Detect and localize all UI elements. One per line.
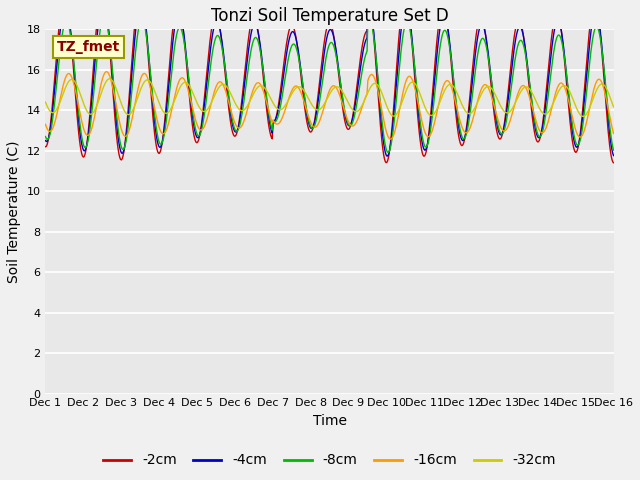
Line: -8cm: -8cm <box>45 16 614 152</box>
-8cm <box>111 96 119 102</box>
-16cm <box>52 116 60 122</box>
-4cm <box>111 103 119 109</box>
-16cm <box>102 69 110 74</box>
-32cm <box>416 91 424 96</box>
-32cm <box>199 108 207 114</box>
-8cm <box>385 149 392 155</box>
-4cm <box>42 138 49 144</box>
-16cm <box>417 113 424 119</box>
-2cm <box>42 144 49 150</box>
Line: -32cm: -32cm <box>45 79 614 116</box>
Line: -2cm: -2cm <box>45 0 614 163</box>
-8cm <box>199 122 207 128</box>
-8cm <box>169 59 177 65</box>
-16cm <box>401 84 408 90</box>
Line: -4cm: -4cm <box>45 0 614 156</box>
-2cm <box>416 136 424 142</box>
-16cm <box>387 136 395 142</box>
-32cm <box>52 108 60 114</box>
-32cm <box>399 95 407 101</box>
-2cm <box>111 116 119 122</box>
-4cm <box>401 6 408 12</box>
-8cm <box>52 89 60 95</box>
-2cm <box>169 26 177 32</box>
-16cm <box>169 102 177 108</box>
-2cm <box>610 160 618 166</box>
Text: TZ_fmet: TZ_fmet <box>57 40 120 54</box>
-32cm <box>169 102 177 108</box>
-2cm <box>399 0 407 2</box>
-4cm <box>384 153 392 159</box>
-8cm <box>401 26 408 32</box>
-32cm <box>106 76 113 82</box>
-16cm <box>42 121 49 127</box>
-32cm <box>42 99 49 105</box>
-8cm <box>42 133 49 139</box>
-8cm <box>100 13 108 19</box>
Line: -16cm: -16cm <box>45 72 614 139</box>
-16cm <box>199 126 207 132</box>
-16cm <box>610 131 618 136</box>
-4cm <box>52 74 60 80</box>
X-axis label: Time: Time <box>312 414 346 428</box>
-16cm <box>111 96 119 102</box>
-4cm <box>99 0 107 3</box>
-4cm <box>610 153 618 158</box>
-8cm <box>417 123 424 129</box>
-4cm <box>169 40 177 46</box>
-32cm <box>579 113 587 119</box>
Legend: -2cm, -4cm, -8cm, -16cm, -32cm: -2cm, -4cm, -8cm, -16cm, -32cm <box>97 448 561 473</box>
Title: Tonzi Soil Temperature Set D: Tonzi Soil Temperature Set D <box>211 7 449 25</box>
-8cm <box>610 147 618 153</box>
-4cm <box>199 116 207 121</box>
-32cm <box>111 83 119 89</box>
-2cm <box>52 61 60 67</box>
-32cm <box>610 104 618 110</box>
-2cm <box>199 111 207 117</box>
-4cm <box>417 131 424 136</box>
Y-axis label: Soil Temperature (C): Soil Temperature (C) <box>7 140 21 283</box>
